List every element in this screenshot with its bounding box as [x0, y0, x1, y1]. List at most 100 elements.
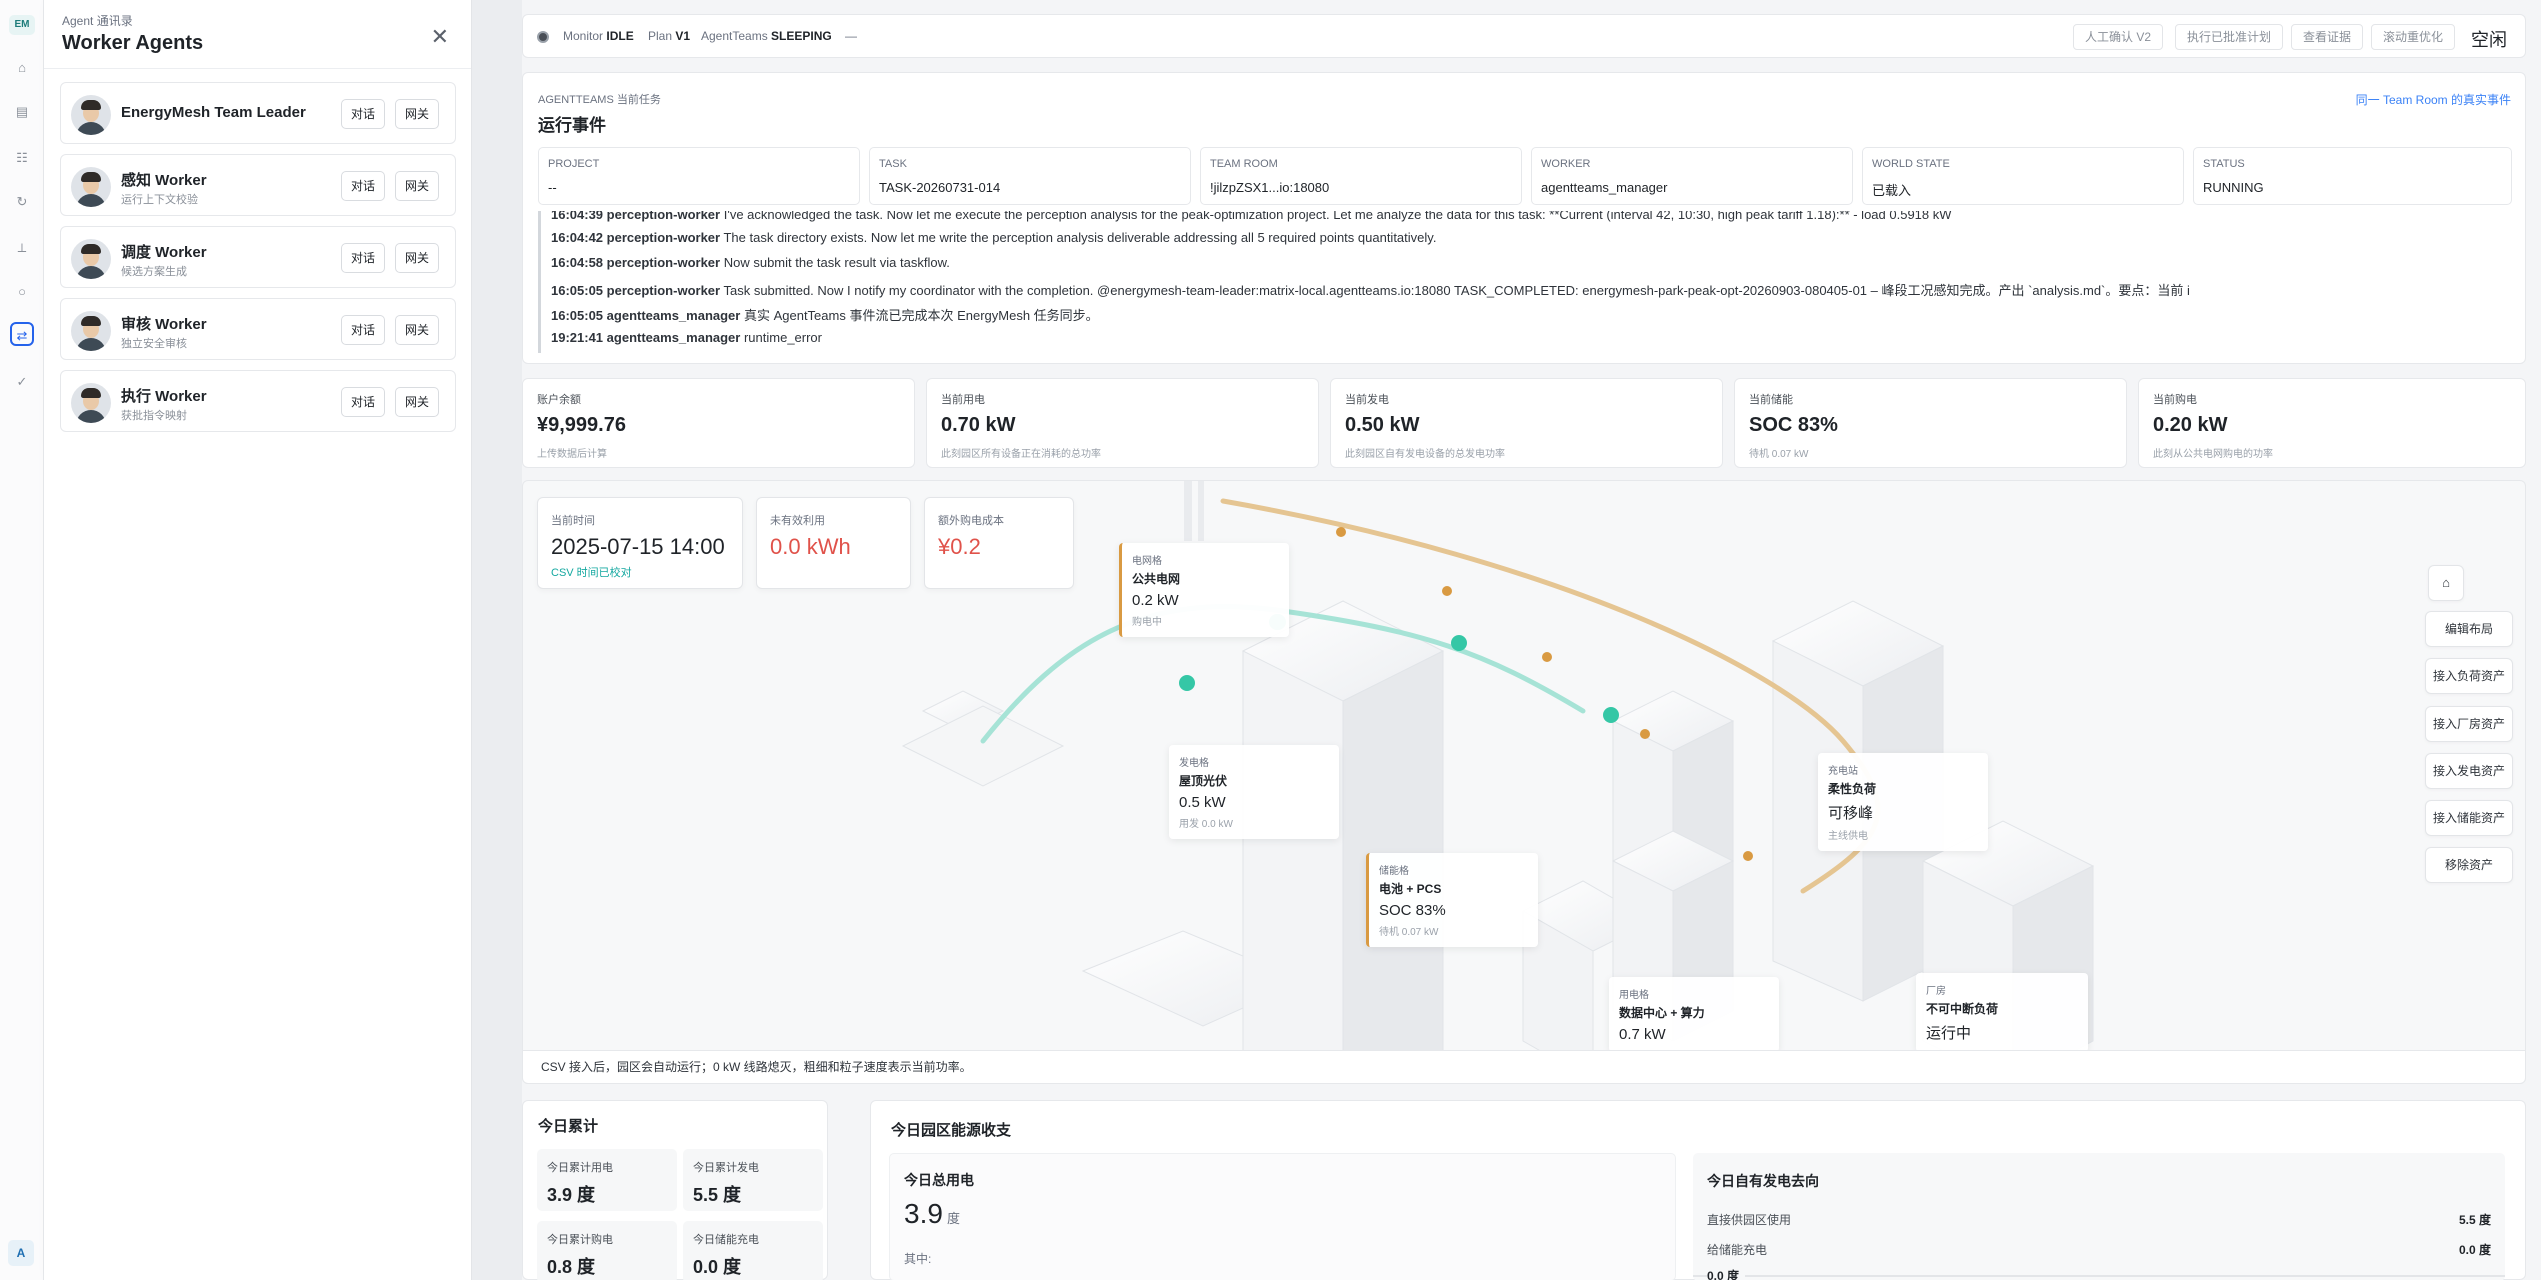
destination-row: 直接供园区使用 5.5 度	[1707, 1213, 2491, 1227]
monitor-status-icon	[537, 31, 549, 43]
agent-role: 运行上下文校验	[121, 194, 198, 206]
metric-current-load: 当前用电 0.70 kW 此刻园区所有设备正在消耗的总功率	[926, 378, 1319, 468]
divider	[44, 68, 471, 69]
user-avatar[interactable]: A	[8, 1240, 34, 1266]
node-solar[interactable]: 发电格 屋顶光伏 0.5 kW 用发 0.0 kW	[1169, 745, 1339, 839]
agent-name: 感知 Worker	[121, 172, 207, 189]
app-logo: EM	[9, 15, 35, 35]
energy-balance-card: 今日园区能源收支 今日总用电 3.9 度 其中: 今日自有发电去向 直接供园区使用…	[870, 1100, 2526, 1280]
avatar	[71, 95, 111, 135]
add-generation-asset-button[interactable]: 接入发电资产	[2425, 753, 2513, 789]
check-icon[interactable]: ✓	[16, 374, 28, 389]
avatar	[71, 167, 111, 207]
generation-destination-panel: 今日自有发电去向 直接供园区使用 5.5 度 给储能充电 0.0 度 0.0 度	[1693, 1153, 2505, 1280]
add-storage-asset-button[interactable]: 接入储能资产	[2425, 800, 2513, 836]
node-factory[interactable]: 厂房 不可中断负荷 运行中	[1916, 973, 2088, 1052]
refresh-icon[interactable]: ↻	[16, 194, 28, 209]
destination-bar-value: 0.0 度	[1707, 1267, 1746, 1280]
add-factory-asset-button[interactable]: 接入厂房资产	[2425, 706, 2513, 742]
remove-asset-button[interactable]: 移除资产	[2425, 847, 2513, 883]
gateway-button[interactable]: 网关	[395, 99, 439, 129]
list-icon[interactable]: ☷	[16, 150, 28, 165]
gateway-button[interactable]: 网关	[395, 243, 439, 273]
park-scene[interactable]: 当前时间 2025-07-15 14:00 CSV 时间已校对 未有效利用 0.0 k…	[522, 480, 2526, 1084]
rolling-reoptimize-button[interactable]: 滚动重优化	[2371, 24, 2456, 50]
event-log: 16:04:39 perception-worker I've acknowle…	[538, 211, 2502, 353]
agent-name: 执行 Worker	[121, 388, 207, 405]
log-line: 16:05:05 agentteams_manager 真实 AgentTeam…	[551, 308, 1099, 323]
agent-role: 获批指令映射	[121, 410, 187, 422]
gateway-button[interactable]: 网关	[395, 171, 439, 201]
metric-current-generation: 当前发电 0.50 kW 此刻园区自有发电设备的总发电功率	[1330, 378, 1723, 468]
info-extra-cost: 额外购电成本 ¥0.2	[924, 497, 1074, 589]
flow-icon[interactable]: ⟂	[17, 240, 27, 255]
manual-confirm-button[interactable]: 人工确认 V2	[2073, 24, 2164, 50]
node-grid[interactable]: 电网格 公共电网 0.2 kW 购电中	[1119, 543, 1289, 637]
status-dash: —	[845, 29, 857, 43]
metric-account-balance: 账户余额 ¥9,999.76 上传数据后计算	[522, 378, 915, 468]
edit-layout-button[interactable]: 编辑布局	[2425, 611, 2513, 647]
chat-button[interactable]: 对话	[341, 387, 385, 417]
agentteams-status: AgentTeams SLEEPING	[701, 29, 832, 43]
agent-role: 候选方案生成	[121, 266, 187, 278]
agent-role: 独立安全审核	[121, 338, 187, 350]
home-view-icon[interactable]: ⌂	[2428, 565, 2464, 601]
agent-card-scheduling: 调度 Worker 候选方案生成 对话 网关	[60, 226, 456, 288]
today-totals-card: 今日累计 今日累计用电 3.9 度 今日累计发电 5.5 度 今日累计购电 0.8 度…	[522, 1100, 828, 1280]
exchange-icon[interactable]: ⇄	[10, 322, 34, 346]
field-worker: WORKER agentteams_manager	[1531, 147, 1853, 205]
node-charging-station[interactable]: 充电站 柔性负荷 可移峰 主线供电	[1818, 753, 1988, 851]
field-task: TASK TASK-20260731-014	[869, 147, 1191, 205]
agent-card-review: 审核 Worker 独立安全审核 对话 网关	[60, 298, 456, 360]
task-eyebrow: AGENTTEAMS 当前任务	[538, 94, 661, 106]
overlay-backdrop	[472, 0, 522, 1280]
task-title: 运行事件	[538, 116, 606, 135]
log-line: 19:21:41 agentteams_manager runtime_erro…	[551, 330, 822, 345]
log-line: 16:05:05 perception-worker Task submitte…	[551, 283, 2190, 298]
avatar	[71, 311, 111, 351]
node-data-center[interactable]: 用电格 数据中心 + 算力 0.7 kW	[1609, 977, 1779, 1052]
monitor-status: Monitor IDLE	[563, 29, 634, 43]
scene-footnote: CSV 接入后，园区会自动运行；0 kW 线路熄灭，粗细和粒子速度表示当前功率。	[522, 1050, 2526, 1084]
drawer-eyebrow: Agent 通讯录	[62, 14, 133, 28]
log-line: 16:04:42 perception-worker The task dire…	[551, 230, 1437, 245]
plan-status: Plan V1	[648, 29, 691, 43]
info-current-time: 当前时间 2025-07-15 14:00 CSV 时间已校对	[537, 497, 743, 589]
log-line: 16:04:58 perception-worker Now submit th…	[551, 255, 950, 270]
info-unused-energy: 未有效利用 0.0 kWh	[756, 497, 911, 589]
avatar	[71, 239, 111, 279]
home-icon[interactable]: ⌂	[18, 60, 26, 75]
agent-card-team-leader: EnergyMesh Team Leader 对话 网关	[60, 82, 456, 144]
agent-card-perception: 感知 Worker 运行上下文校验 对话 网关	[60, 154, 456, 216]
dashboard-icon[interactable]: ▤	[15, 104, 29, 119]
field-status: STATUS RUNNING	[2193, 147, 2512, 205]
chat-button[interactable]: 对话	[341, 99, 385, 129]
chat-button[interactable]: 对话	[341, 315, 385, 345]
team-room-events-link[interactable]: 同一 Team Room 的真实事件	[2355, 93, 2511, 107]
status-bar: Monitor IDLE Plan V1 AgentTeams SLEEPING…	[522, 14, 2526, 58]
avatar	[71, 383, 111, 423]
chat-button[interactable]: 对话	[341, 243, 385, 273]
close-icon[interactable]: ✕	[430, 24, 449, 49]
log-line: 16:04:39 perception-worker I've acknowle…	[551, 211, 1952, 222]
agent-card-execution: 执行 Worker 获批指令映射 对话 网关	[60, 370, 456, 432]
gateway-button[interactable]: 网关	[395, 387, 439, 417]
gateway-button[interactable]: 网关	[395, 315, 439, 345]
totals-title: 今日累计	[538, 1118, 599, 1135]
system-state-label: 空闲	[2471, 30, 2507, 50]
chat-button[interactable]: 对话	[341, 171, 385, 201]
worker-agents-drawer: Agent 通讯录 Worker Agents ✕ EnergyMesh Tea…	[44, 0, 472, 1280]
icon-rail: EM ⌂ ▤ ☷ ↻ ⟂ ○ ⇄ ✓ A	[0, 0, 44, 1280]
agent-name: 调度 Worker	[121, 244, 207, 261]
execute-plan-button[interactable]: 执行已批准计划	[2175, 24, 2284, 50]
add-load-asset-button[interactable]: 接入负荷资产	[2425, 658, 2513, 694]
destination-row: 给储能充电 0.0 度	[1707, 1243, 2491, 1257]
field-project: PROJECT --	[538, 147, 860, 205]
circle-icon[interactable]: ○	[18, 284, 26, 299]
node-storage[interactable]: 储能格 电池 + PCS SOC 83% 待机 0.07 kW	[1366, 853, 1538, 947]
total-storage-charge: 今日储能充电 0.0 度	[683, 1221, 823, 1280]
total-consumption: 今日累计用电 3.9 度	[537, 1149, 677, 1211]
destination-bar	[1693, 1275, 2505, 1277]
field-world-state: WORLD STATE 已载入	[1862, 147, 2184, 205]
view-evidence-button[interactable]: 查看证据	[2291, 24, 2364, 50]
